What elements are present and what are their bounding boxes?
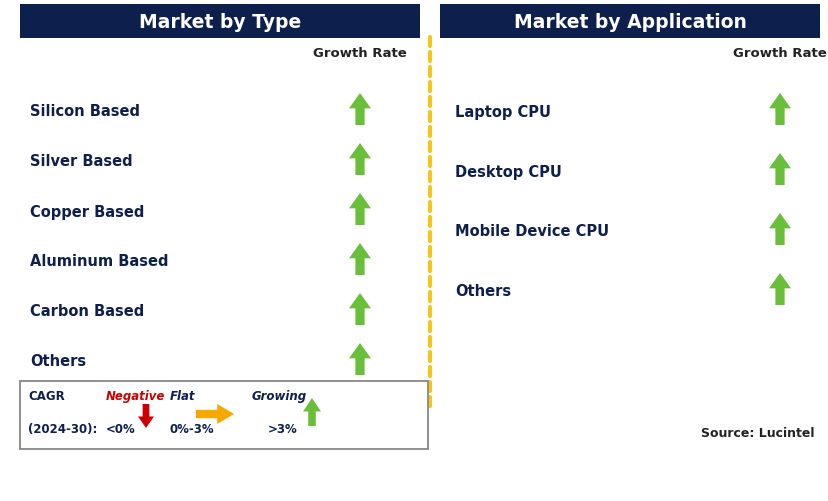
Text: 0%-3%: 0%-3%: [170, 422, 214, 435]
Polygon shape: [349, 243, 371, 276]
Text: Growing: Growing: [252, 389, 306, 402]
Text: (2024-30):: (2024-30):: [28, 422, 97, 435]
Polygon shape: [768, 94, 790, 126]
Text: CAGR: CAGR: [28, 389, 65, 402]
Polygon shape: [349, 144, 371, 176]
Text: Market by Application: Market by Application: [513, 13, 745, 32]
Polygon shape: [349, 94, 371, 126]
Text: Market by Type: Market by Type: [139, 13, 301, 32]
Text: Others: Others: [30, 354, 86, 369]
Text: Silicon Based: Silicon Based: [30, 104, 140, 119]
Text: Others: Others: [455, 284, 511, 299]
Polygon shape: [768, 213, 790, 245]
Text: Copper Based: Copper Based: [30, 204, 144, 219]
Text: >3%: >3%: [267, 422, 297, 435]
Text: Mobile Device CPU: Mobile Device CPU: [455, 224, 609, 239]
Text: Source: Lucintel: Source: Lucintel: [700, 427, 814, 439]
Text: Growth Rate: Growth Rate: [732, 47, 826, 60]
Text: Laptop CPU: Laptop CPU: [455, 104, 551, 119]
Text: Aluminum Based: Aluminum Based: [30, 254, 168, 269]
Text: Negative: Negative: [106, 389, 165, 402]
FancyBboxPatch shape: [440, 5, 819, 39]
Polygon shape: [349, 294, 371, 325]
Polygon shape: [303, 398, 320, 426]
Polygon shape: [137, 404, 154, 428]
Polygon shape: [768, 274, 790, 306]
Text: Silver Based: Silver Based: [30, 154, 132, 169]
Text: <0%: <0%: [106, 422, 136, 435]
Text: Growth Rate: Growth Rate: [313, 47, 407, 60]
Polygon shape: [768, 154, 790, 186]
Text: Carbon Based: Carbon Based: [30, 304, 144, 319]
FancyBboxPatch shape: [20, 5, 420, 39]
FancyBboxPatch shape: [20, 381, 427, 449]
Polygon shape: [349, 193, 371, 225]
Text: Flat: Flat: [170, 389, 195, 402]
Text: Desktop CPU: Desktop CPU: [455, 164, 561, 179]
Polygon shape: [349, 343, 371, 375]
Polygon shape: [195, 404, 233, 424]
